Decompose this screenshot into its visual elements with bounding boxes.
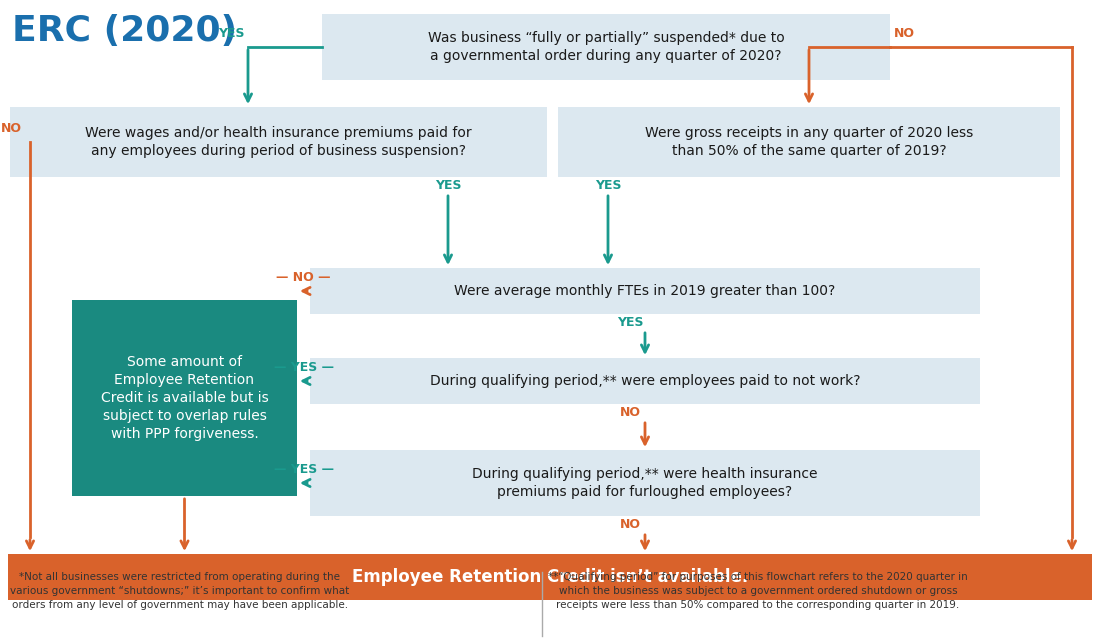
Text: During qualifying period,** were health insurance
premiums paid for furloughed e: During qualifying period,** were health … [472, 467, 817, 499]
Text: *Not all businesses were restricted from operating during the
various government: *Not all businesses were restricted from… [10, 572, 350, 610]
Text: NO: NO [619, 518, 640, 531]
Text: **“Qualifying period” for purposes of this flowchart refers to the 2020 quarter : **“Qualifying period” for purposes of th… [548, 572, 968, 610]
Text: Some amount of
Employee Retention
Credit is available but is
subject to overlap : Some amount of Employee Retention Credit… [100, 355, 268, 440]
Text: NO: NO [619, 406, 640, 419]
FancyBboxPatch shape [310, 358, 980, 404]
Text: YES: YES [219, 27, 245, 40]
FancyBboxPatch shape [558, 107, 1060, 177]
Text: YES: YES [434, 179, 461, 192]
Text: YES: YES [595, 179, 621, 192]
Text: NO: NO [894, 27, 915, 40]
Text: — YES —: — YES — [274, 361, 333, 374]
Text: Employee Retention Credit isn’t available.: Employee Retention Credit isn’t availabl… [352, 568, 748, 586]
FancyBboxPatch shape [310, 268, 980, 314]
Text: Were average monthly FTEs in 2019 greater than 100?: Were average monthly FTEs in 2019 greate… [454, 284, 836, 298]
FancyBboxPatch shape [72, 300, 297, 496]
Text: Was business “fully or partially” suspended* due to
a governmental order during : Was business “fully or partially” suspen… [428, 31, 784, 63]
Text: Were gross receipts in any quarter of 2020 less
than 50% of the same quarter of : Were gross receipts in any quarter of 20… [645, 126, 974, 158]
Text: — YES —: — YES — [274, 463, 333, 476]
Text: YES: YES [617, 316, 643, 329]
Text: — NO —: — NO — [276, 271, 331, 284]
Text: ERC (2020): ERC (2020) [12, 14, 238, 48]
FancyBboxPatch shape [8, 554, 1092, 600]
FancyBboxPatch shape [10, 107, 547, 177]
Text: During qualifying period,** were employees paid to not work?: During qualifying period,** were employe… [430, 374, 860, 388]
Text: Were wages and/or health insurance premiums paid for
any employees during period: Were wages and/or health insurance premi… [85, 126, 472, 158]
Text: NO: NO [1, 122, 22, 135]
FancyBboxPatch shape [322, 14, 890, 80]
FancyBboxPatch shape [310, 450, 980, 516]
